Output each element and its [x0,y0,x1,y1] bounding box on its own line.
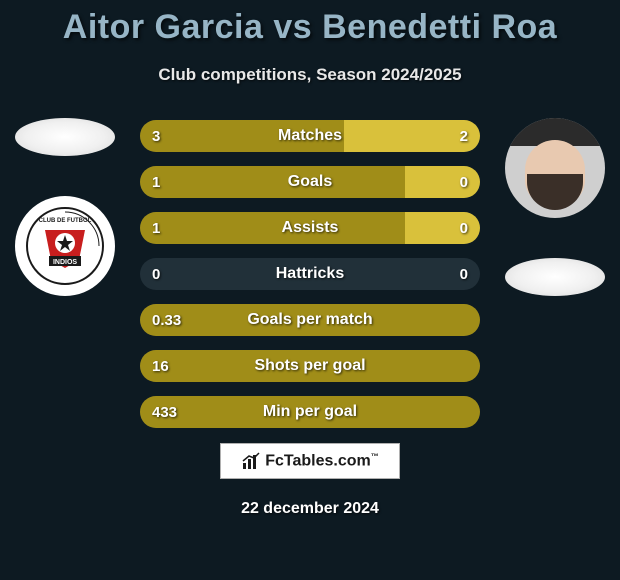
stat-row: 0.33Goals per match [140,304,480,336]
right-club-placeholder [505,258,605,296]
stat-row: 16Shots per goal [140,350,480,382]
right-player-column [500,118,610,296]
comparison-title: Aitor Garcia vs Benedetti Roa [0,0,620,47]
brand-attribution: FcTables.com™ [220,443,400,479]
stat-row: 433Min per goal [140,396,480,428]
stat-label: Matches [140,127,480,145]
left-player-column: CLUB DE FUTBOL INDIOS [10,118,120,296]
svg-text:CLUB DE FUTBOL: CLUB DE FUTBOL [39,218,92,224]
stat-bars-container: 32Matches 10Goals 10Assists 00Hattricks 0.33… [140,120,480,442]
left-player-placeholder [15,118,115,156]
stat-row: 10Goals [140,166,480,198]
svg-text:INDIOS: INDIOS [53,259,77,266]
brand-text: FcTables.com™ [265,452,379,470]
left-club-logo: CLUB DE FUTBOL INDIOS [15,196,115,296]
right-player-photo [505,118,605,218]
stat-label: Hattricks [140,265,480,283]
stat-label: Goals per match [140,311,480,329]
generation-date: 22 december 2024 [0,500,620,518]
club-badge-icon: CLUB DE FUTBOL INDIOS [25,206,105,286]
stat-row: 32Matches [140,120,480,152]
stat-label: Min per goal [140,403,480,421]
stat-label: Assists [140,219,480,237]
stat-row: 10Assists [140,212,480,244]
stat-label: Goals [140,173,480,191]
stat-label: Shots per goal [140,357,480,375]
brand-chart-icon [241,451,261,471]
comparison-subtitle: Club competitions, Season 2024/2025 [0,65,620,85]
stat-row: 00Hattricks [140,258,480,290]
